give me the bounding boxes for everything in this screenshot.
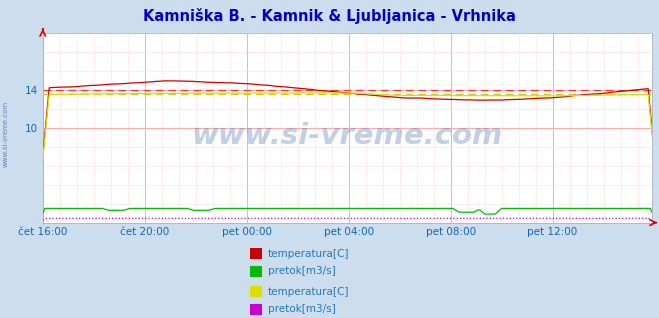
Text: pretok[m3/s]: pretok[m3/s] — [268, 266, 335, 276]
Text: temperatura[C]: temperatura[C] — [268, 287, 349, 297]
Text: www.si-vreme.com: www.si-vreme.com — [2, 100, 9, 167]
Text: Kamniška B. - Kamnik & Ljubljanica - Vrhnika: Kamniška B. - Kamnik & Ljubljanica - Vrh… — [143, 8, 516, 24]
Text: temperatura[C]: temperatura[C] — [268, 249, 349, 259]
Text: pretok[m3/s]: pretok[m3/s] — [268, 304, 335, 314]
Text: www.si-vreme.com: www.si-vreme.com — [192, 121, 503, 149]
